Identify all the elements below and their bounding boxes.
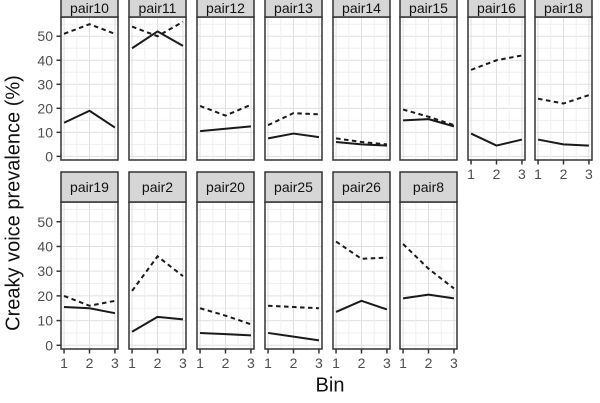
y-tick-label: 0 bbox=[45, 337, 53, 353]
y-tick-label: 40 bbox=[37, 238, 53, 254]
solid-series-line bbox=[199, 125, 252, 133]
dashed-series-line bbox=[537, 94, 590, 105]
solid-series-line bbox=[267, 132, 320, 140]
y-tick-label: 50 bbox=[37, 214, 53, 230]
x-tick-label: 1 bbox=[399, 355, 407, 371]
x-tick-label: 3 bbox=[111, 355, 119, 371]
x-tick-label: 3 bbox=[518, 166, 526, 182]
facet-strip bbox=[196, 0, 255, 18]
facet-strip-label: pair2 bbox=[142, 179, 173, 195]
y-tick-label: 30 bbox=[37, 263, 53, 279]
x-tick-label: 2 bbox=[290, 355, 298, 371]
solid-series-line bbox=[267, 331, 320, 342]
facet-strip bbox=[128, 171, 187, 203]
x-tick-label: 1 bbox=[128, 355, 136, 371]
x-tick-label: 2 bbox=[358, 355, 366, 371]
x-tick-label: 2 bbox=[222, 355, 230, 371]
x-tick-label: 3 bbox=[179, 355, 187, 371]
solid-series-line bbox=[537, 138, 589, 147]
facet-strip bbox=[264, 171, 323, 203]
y-tick-label: 20 bbox=[37, 288, 53, 304]
y-tick-label: 0 bbox=[45, 148, 53, 164]
facet-strip-label: pair26 bbox=[342, 179, 381, 195]
x-tick-label: 1 bbox=[534, 166, 542, 182]
dashed-series-line bbox=[335, 137, 388, 146]
x-tick-label: 1 bbox=[264, 355, 272, 371]
x-tick-label: 3 bbox=[315, 355, 323, 371]
facet-strip bbox=[399, 0, 458, 18]
facet-strip-label: pair16 bbox=[477, 0, 516, 16]
solid-series-line bbox=[64, 306, 116, 315]
x-tick-label: 3 bbox=[585, 166, 593, 182]
x-tick-label: 1 bbox=[332, 355, 340, 371]
x-tick-label: 3 bbox=[383, 355, 391, 371]
x-tick-label: 3 bbox=[247, 355, 255, 371]
solid-series-line bbox=[200, 331, 251, 337]
y-tick-label: 10 bbox=[37, 124, 53, 140]
solid-series-line bbox=[403, 118, 455, 128]
facet-strip-label: pair20 bbox=[206, 179, 245, 195]
solid-series-line bbox=[470, 132, 523, 147]
y-tick-label: 10 bbox=[37, 313, 53, 329]
x-tick-label: 1 bbox=[60, 355, 68, 371]
dashed-series-line bbox=[335, 240, 387, 260]
facet-strip-label: pair18 bbox=[544, 0, 583, 16]
x-tick-label: 2 bbox=[86, 355, 94, 371]
solid-series-line bbox=[63, 109, 116, 129]
facet-strip bbox=[60, 171, 119, 203]
y-tick-label: 40 bbox=[37, 52, 53, 68]
dashed-series-line bbox=[402, 108, 455, 127]
x-tick-label: 2 bbox=[493, 166, 501, 182]
y-tick-label: 50 bbox=[37, 28, 53, 44]
dashed-series-line bbox=[131, 20, 184, 38]
facet-strip bbox=[264, 0, 323, 18]
dashed-series-line bbox=[402, 243, 455, 290]
dashed-series-line bbox=[131, 254, 184, 292]
facet-strip bbox=[128, 0, 187, 18]
facet-strip-label: pair15 bbox=[409, 0, 448, 16]
facet-strip bbox=[399, 171, 458, 203]
y-tick-label: 30 bbox=[37, 76, 53, 92]
x-tick-label: 2 bbox=[425, 355, 433, 371]
solid-series-line bbox=[335, 299, 388, 313]
y-axis-title: Creaky voice prevalence (%) bbox=[2, 75, 25, 331]
x-tick-label: 2 bbox=[154, 355, 162, 371]
dashed-series-line bbox=[267, 112, 319, 127]
dashed-series-line bbox=[470, 54, 523, 71]
facet-strip bbox=[332, 0, 391, 18]
dashed-series-line bbox=[63, 294, 116, 307]
facet-strip-label: pair8 bbox=[413, 179, 444, 195]
dashed-series-line bbox=[268, 304, 319, 310]
facet-strip-label: pair19 bbox=[70, 179, 109, 195]
x-tick-label: 1 bbox=[196, 355, 204, 371]
facet-strip-label: pair11 bbox=[139, 0, 177, 16]
solid-series-line bbox=[335, 140, 387, 147]
facet-strip-label: pair14 bbox=[342, 0, 381, 16]
facet-strip-label: pair12 bbox=[206, 0, 245, 16]
x-tick-label: 1 bbox=[467, 166, 475, 182]
facet-strip bbox=[534, 0, 593, 18]
x-tick-label: 2 bbox=[560, 166, 568, 182]
dashed-series-line bbox=[63, 23, 116, 35]
facet-strip bbox=[332, 171, 391, 203]
facet-strip bbox=[467, 0, 526, 18]
x-tick-label: 3 bbox=[450, 355, 458, 371]
facet-strip bbox=[60, 0, 119, 18]
y-tick-label: 20 bbox=[37, 100, 53, 116]
solid-series-line bbox=[402, 293, 455, 300]
facet-strip bbox=[196, 171, 255, 203]
x-axis-title: Bin bbox=[315, 374, 345, 397]
facet-strip-label: pair25 bbox=[274, 179, 313, 195]
facet-strip-label: pair13 bbox=[274, 0, 313, 16]
dashed-series-line bbox=[199, 307, 252, 326]
solid-series-line bbox=[131, 315, 184, 333]
dashed-series-line bbox=[199, 103, 252, 117]
solid-series-line bbox=[131, 30, 184, 50]
facet-strip-label: pair10 bbox=[70, 0, 109, 16]
